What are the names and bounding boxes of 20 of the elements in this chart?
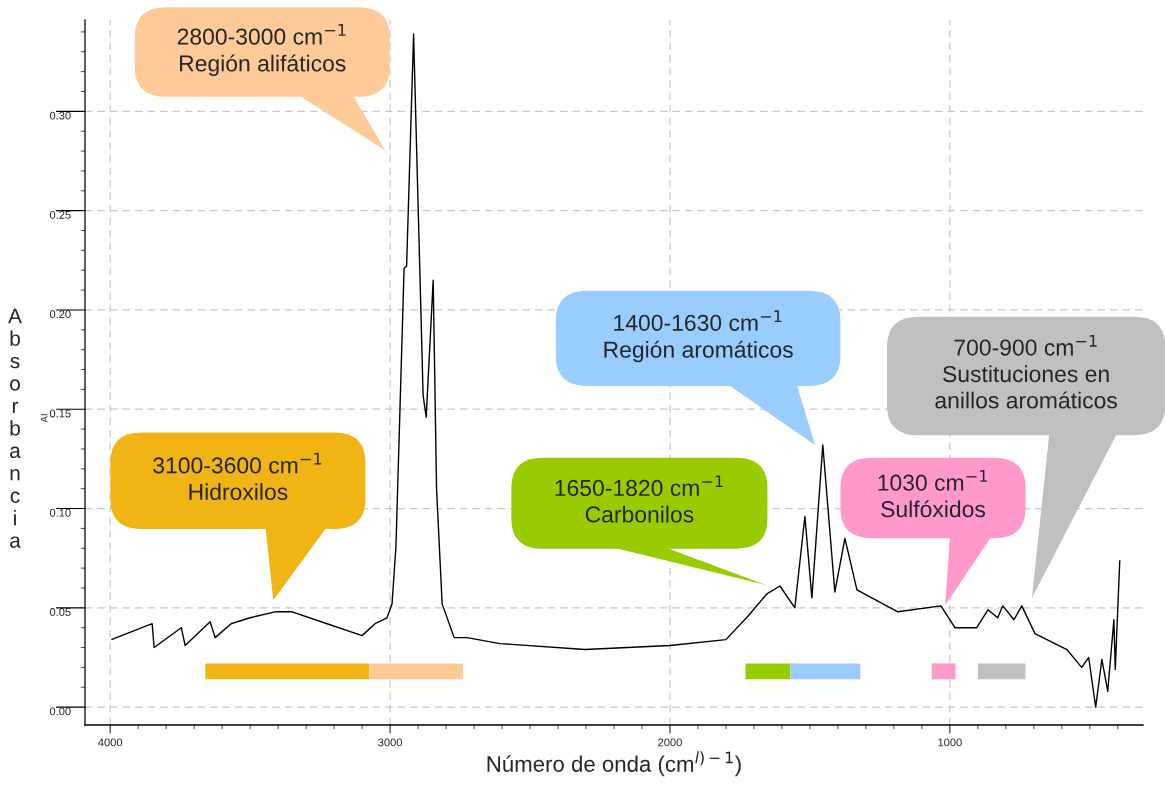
text: AI	[40, 414, 48, 423]
y-tick-label: 0.30	[49, 111, 71, 120]
x-axis-title: Número de onda (cm$^{l)−1}$)	[487, 751, 741, 777]
annotation: 1030 cm$^{−1}$ Sulfóxidos	[878, 470, 988, 518]
y-tick-label: 0.25	[49, 210, 71, 219]
x-tick-label: 4000	[98, 738, 123, 747]
x-tick-label: 2000	[658, 738, 682, 747]
text: 1650-1820 cm$^{−1}$ Carbonilos	[555, 475, 723, 523]
y-tick-label: 0.15	[49, 409, 71, 418]
annotation: 1400-1630 cm$^{−1}$ Región aromáticos	[604, 310, 793, 363]
annotation: 2800-3000 cm$^{−1}$ Región alifáticos	[177, 24, 346, 77]
text: 3100-3600 cm$^{−1}$ Hidroxilos	[153, 452, 322, 501]
y-tick-label: 0.20	[49, 310, 71, 319]
y-tick-label: 0.05	[49, 608, 71, 616]
x-tick-label: 1000	[938, 738, 962, 747]
y-tick-label: 0.00	[49, 707, 71, 716]
y-tick-label: 0.10	[49, 508, 71, 517]
x-tick-label: 3000	[378, 738, 403, 747]
annotation: 700-900 cm$^{−1}$ Sustituciones en anillos aromáticos	[935, 334, 1117, 409]
text: Absorbancia	[8, 308, 22, 548]
